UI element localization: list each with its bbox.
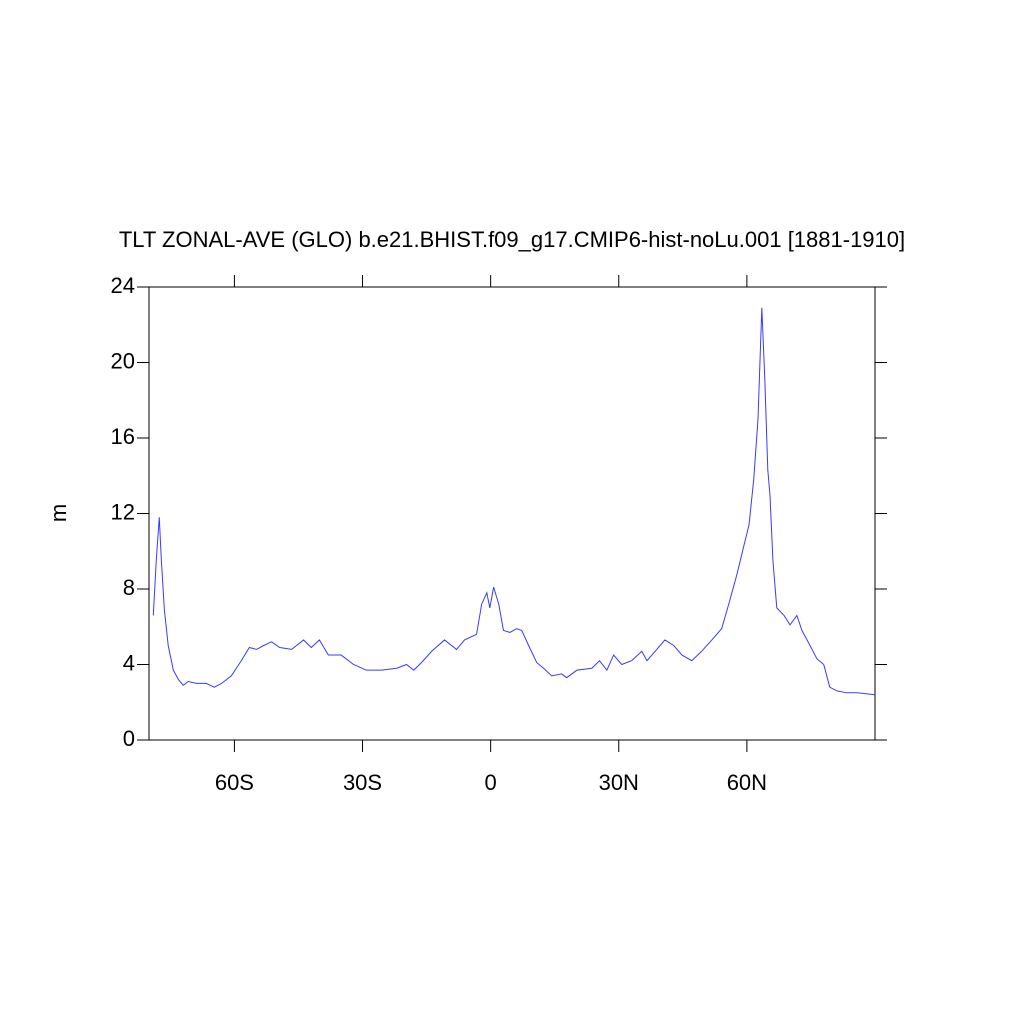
x-tick-label: 0 — [485, 770, 497, 795]
y-tick-label: 4 — [123, 650, 135, 675]
y-tick-label: 0 — [123, 726, 135, 751]
y-tick-label: 16 — [111, 424, 135, 449]
y-axis-label: m — [46, 504, 71, 522]
y-tick-label: 24 — [111, 273, 135, 298]
x-tick-label: 60S — [215, 770, 254, 795]
x-tick-label: 30S — [343, 770, 382, 795]
x-tick-label: 30N — [599, 770, 639, 795]
plot-frame — [148, 286, 876, 741]
chart-title: TLT ZONAL-AVE (GLO) b.e21.BHIST.f09_g17.… — [119, 227, 905, 252]
x-tick-label: 60N — [727, 770, 767, 795]
y-tick-label: 8 — [123, 575, 135, 600]
data-line — [152, 307, 876, 696]
y-tick-label: 12 — [111, 499, 135, 524]
y-tick-label: 20 — [111, 348, 135, 373]
